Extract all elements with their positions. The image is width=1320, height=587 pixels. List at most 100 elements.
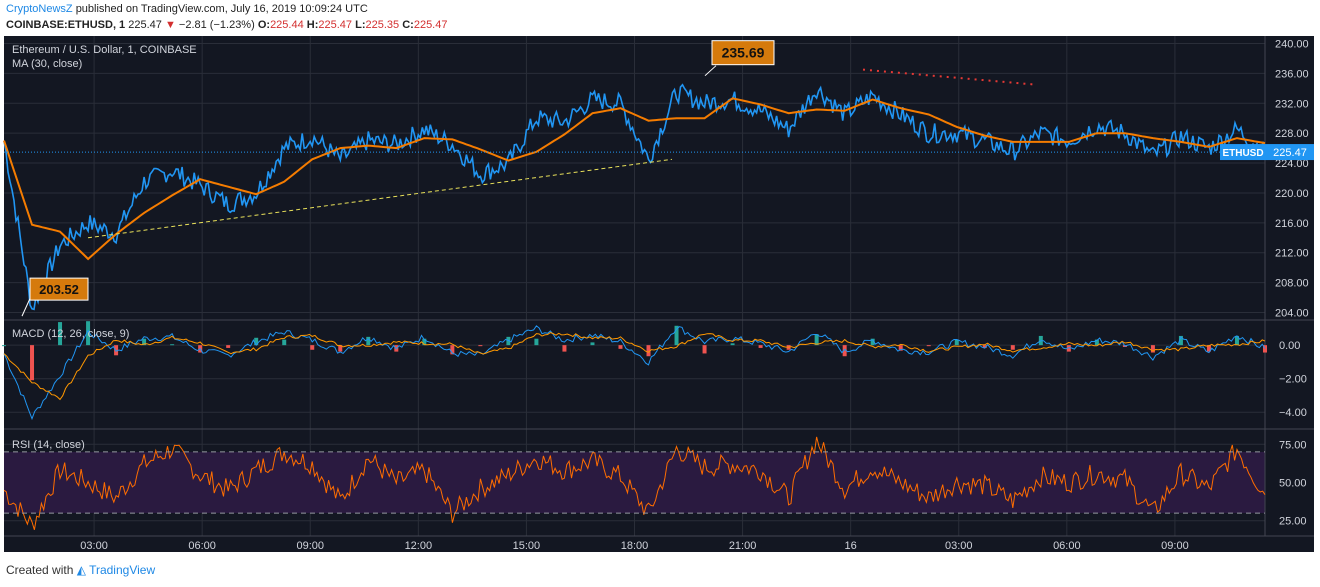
ma-legend: MA (30, close): [12, 58, 82, 70]
macd-hist-bar: [366, 336, 371, 346]
macd-hist-bar: [982, 345, 987, 348]
price-tick-label: 208.00: [1275, 278, 1309, 290]
open-label: O:: [257, 19, 271, 31]
footer: Created with ◭ TradingView: [6, 563, 155, 577]
macd-legend: MACD (12, 26, close, 9): [12, 328, 129, 340]
price-line: [3, 83, 1266, 311]
support-trendline: [87, 158, 673, 239]
chart-area[interactable]: 203.52 235.69 204.00 208.00 212.00 216.00 220…: [0, 36, 1320, 557]
rsi-tick-label: 75.00: [1279, 439, 1307, 451]
macd-hist-bar: [310, 345, 315, 350]
symbol: COINBASE:ETHUSD, 1: [6, 19, 126, 31]
price-tick-label: 236.00: [1275, 68, 1309, 80]
time-tick-label: 09:00: [1161, 540, 1189, 552]
close-label: C:: [402, 19, 414, 31]
time-tick-label: 16: [845, 540, 857, 552]
time-tick-label: 06:00: [1053, 540, 1081, 552]
time-tick-label: 03:00: [80, 540, 108, 552]
price-tag-label: 225.47: [1273, 147, 1307, 159]
ma-line: [3, 97, 1266, 261]
macd-hist-bar: [814, 334, 819, 346]
macd-hist-bar: [562, 345, 567, 352]
quote-line: COINBASE:ETHUSD, 1 225.47 ▼ −2.81 (−1.23…: [6, 19, 447, 31]
annotation-high-label: 235.69: [722, 45, 765, 61]
macd-hist-bar: [86, 321, 91, 346]
macd-hist-bar: [674, 325, 679, 346]
tradingview-link[interactable]: TradingView: [89, 563, 156, 577]
annotation-box: [29, 277, 89, 301]
symbol-tag-box: [1220, 144, 1266, 161]
macd-hist-bar: [870, 338, 875, 346]
macd-hist-bar: [926, 345, 931, 347]
price-tick-label: 216.00: [1275, 218, 1309, 230]
close-value: 225.47: [413, 19, 448, 31]
macd-hist-bar: [254, 337, 259, 346]
macd-hist-bar: [422, 338, 427, 346]
rsi-legend: RSI (14, close): [12, 439, 85, 451]
rsi-line: [3, 436, 1266, 530]
macd-hist-bar: [730, 343, 735, 346]
axes: 204.00 208.00 212.00 216.00 220.00 224.00 228.…: [80, 38, 1314, 552]
price-tick-label: 228.00: [1275, 128, 1309, 140]
macd-hist-bar: [282, 339, 287, 346]
chart-svg[interactable]: 203.52 235.69 204.00 208.00 212.00 216.00 220…: [0, 36, 1320, 557]
last-price-tag: ETHUSD 225.47: [1220, 144, 1314, 161]
time-tick-label: 18:00: [621, 540, 649, 552]
price-tick-label: 232.00: [1275, 98, 1309, 110]
price-annotations: 203.52 235.69: [21, 40, 775, 317]
macd-hist-bar: [30, 345, 35, 381]
macd-hist-bar: [1094, 339, 1099, 346]
low-label: L:: [355, 19, 366, 31]
price-tick-label: 204.00: [1275, 308, 1309, 320]
macd-hist-bar: [702, 345, 707, 354]
author-link[interactable]: CryptoNewsZ: [6, 3, 73, 15]
macd-tick-label: −4.00: [1279, 407, 1307, 419]
pane-dividers: [4, 36, 1314, 537]
chart-title: Ethereum / U.S. Dollar, 1, COINBASE: [12, 44, 197, 56]
header: CryptoNewsZ published on TradingView.com…: [0, 0, 1320, 36]
time-tick-label: 15:00: [513, 540, 541, 552]
macd-line: [3, 325, 1266, 421]
time-tick-label: 12:00: [405, 540, 433, 552]
macd-hist-bar: [1234, 335, 1239, 346]
price-tick-label: 224.00: [1275, 158, 1309, 170]
macd-hist-bar: [954, 339, 959, 346]
macd-hist-bar: [646, 345, 651, 357]
macd-hist-bar: [170, 344, 175, 346]
symbol-tag-label: ETHUSD: [1222, 148, 1263, 159]
price-tick-label: 240.00: [1275, 38, 1309, 50]
time-tick-label: 21:00: [729, 540, 757, 552]
annotation-high: 235.69: [704, 40, 775, 77]
macd-hist-bar: [1066, 345, 1071, 352]
macd-hist-bar: [58, 322, 63, 346]
macd-hist-bar: [534, 338, 539, 346]
macd-hist-bar: [478, 345, 483, 347]
high-value: 225.47: [318, 19, 353, 31]
resistance-trendline: [862, 68, 1036, 86]
last-price: 225.47: [128, 19, 162, 31]
macd-hist-bar: [758, 345, 763, 348]
time-tick-label: 09:00: [296, 540, 324, 552]
rsi-tick-label: 25.00: [1279, 516, 1307, 528]
down-arrow-icon: ▼: [164, 19, 176, 31]
macd-hist-bar: [1150, 345, 1155, 353]
macd-hist-bar: [338, 345, 343, 352]
tradingview-logo-icon: ◭: [76, 563, 86, 577]
macd-hist-bar: [1206, 345, 1211, 352]
price-change: −2.81 (−1.23%): [178, 19, 255, 31]
annotation-low: 203.52: [21, 277, 89, 317]
macd-hist-bar: [1010, 345, 1015, 350]
macd-tick-label: −2.00: [1279, 374, 1307, 386]
created-with-text: Created with: [6, 563, 74, 577]
rsi-tick-label: 50.00: [1279, 478, 1307, 490]
annotation-box: [711, 40, 775, 66]
rsi-guides: [4, 451, 1265, 514]
macd-hist-bar: [2, 345, 6, 347]
time-tick-label: 03:00: [945, 540, 973, 552]
price-tick-label: 220.00: [1275, 188, 1309, 200]
macd-hist-bar: [1178, 335, 1183, 346]
open-value: 225.44: [270, 19, 304, 31]
macd-signal-line: [3, 332, 1266, 401]
macd-tick-label: 0.00: [1279, 340, 1300, 352]
macd-hist-bar: [142, 338, 147, 346]
